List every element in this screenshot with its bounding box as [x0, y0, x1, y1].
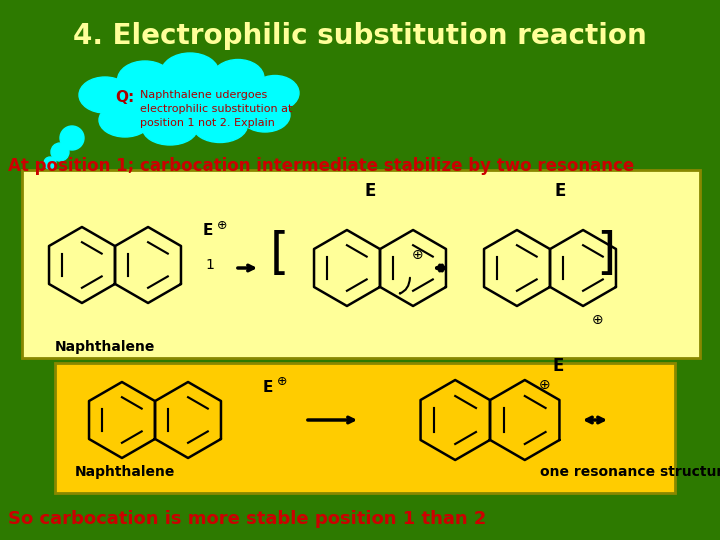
Text: Naphthalene udergoes
electrophilic substitution at
position 1 not 2. Explain: Naphthalene udergoes electrophilic subst… [140, 90, 292, 128]
Ellipse shape [240, 98, 290, 132]
Text: E: E [552, 357, 563, 375]
Text: E: E [364, 182, 376, 200]
Text: E: E [554, 182, 566, 200]
Ellipse shape [192, 107, 248, 143]
Ellipse shape [99, 103, 151, 137]
Text: ⊕: ⊕ [276, 375, 287, 388]
Bar [55, 363, 675, 493]
Circle shape [44, 157, 56, 169]
Text: 4. Electrophilic substitution reaction: 4. Electrophilic substitution reaction [73, 22, 647, 50]
Ellipse shape [165, 74, 255, 126]
Text: Naphthalene: Naphthalene [55, 340, 156, 354]
Ellipse shape [79, 77, 131, 113]
Text: ⊕: ⊕ [592, 313, 604, 327]
Text: ⊕: ⊕ [217, 219, 228, 232]
FancyArrowPatch shape [400, 278, 410, 293]
Text: E: E [203, 223, 213, 238]
Text: Naphthalene: Naphthalene [75, 465, 176, 479]
Ellipse shape [143, 111, 197, 145]
Text: [: [ [270, 230, 289, 278]
Text: Q:: Q: [115, 90, 134, 105]
Ellipse shape [251, 76, 299, 111]
Text: ⊕: ⊕ [412, 248, 424, 262]
Text: one resonance structure: one resonance structure [540, 465, 720, 479]
Text: So carbocation is more stable position 1 than 2: So carbocation is more stable position 1… [8, 510, 487, 528]
Ellipse shape [212, 59, 264, 97]
Bar [22, 170, 700, 358]
Circle shape [51, 143, 69, 161]
Text: 1: 1 [206, 258, 215, 272]
Ellipse shape [219, 77, 291, 123]
Ellipse shape [110, 74, 200, 126]
Ellipse shape [117, 61, 173, 99]
Ellipse shape [161, 53, 219, 93]
Circle shape [60, 126, 84, 150]
Text: ⊕: ⊕ [539, 378, 551, 392]
Text: ]: ] [596, 230, 616, 278]
Text: E: E [263, 380, 273, 395]
Text: At position 1; carbocation intermediate stabilize by two resonance: At position 1; carbocation intermediate … [8, 157, 634, 175]
